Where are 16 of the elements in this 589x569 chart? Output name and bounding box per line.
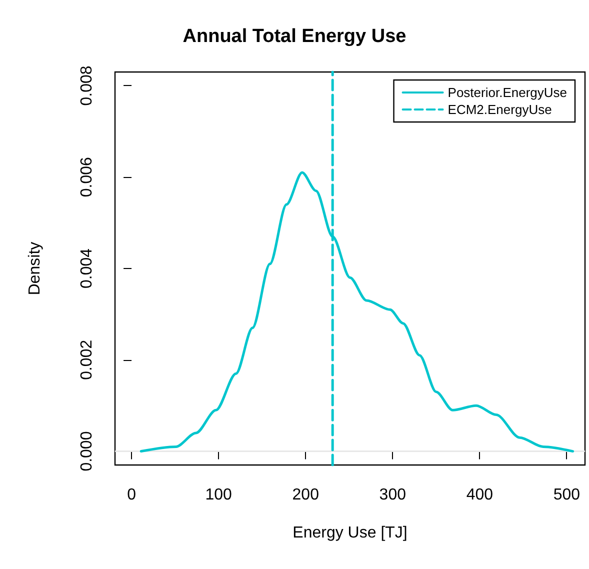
chart-title: Annual Total Energy Use [182,26,406,47]
x-tick-label: 500 [553,486,580,504]
x-tick-label: 100 [205,486,232,504]
legend-label: ECM2.EnergyUse [448,102,552,117]
x-tick-label: 200 [292,486,320,504]
x-tick-label: 400 [466,486,494,504]
y-tick-label: 0.008 [78,66,96,106]
y-tick-label: 0.006 [78,156,96,198]
y-axis-title: Density [26,242,44,296]
y-tick-label: 0.000 [78,431,96,472]
x-tick-label: 0 [127,486,136,504]
x-axis-title: Energy Use [TJ] [292,524,408,542]
y-tick-label: 0.004 [78,248,96,289]
x-tick-label: 300 [379,486,406,504]
y-tick-label: 0.002 [78,340,96,380]
legend-label: Posterior.EnergyUse [448,85,568,100]
